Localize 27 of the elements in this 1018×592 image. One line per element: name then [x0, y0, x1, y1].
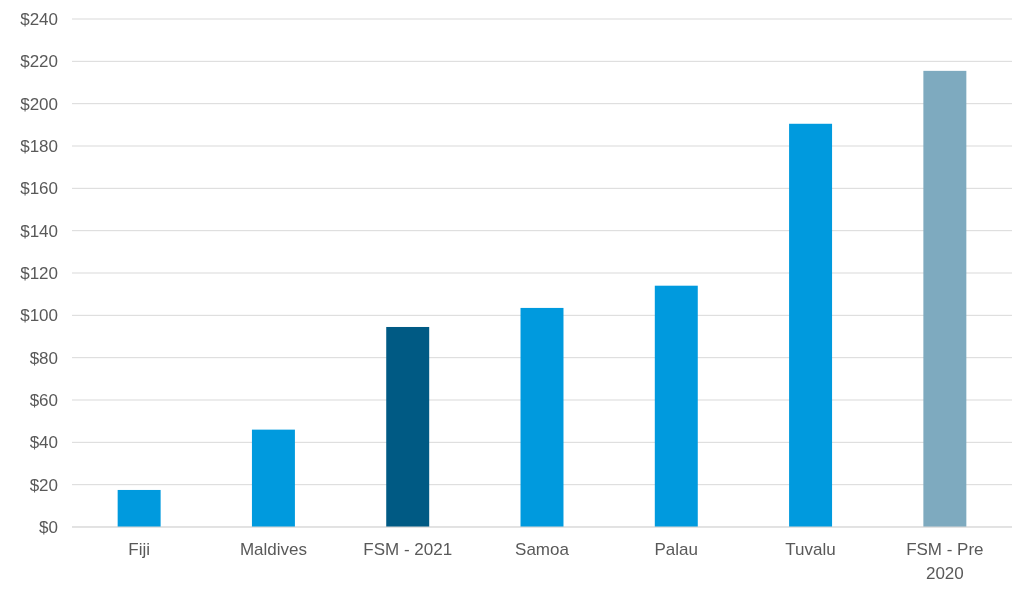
x-tick-label: Tuvalu — [785, 540, 836, 559]
x-tick-label: Samoa — [515, 540, 570, 559]
y-tick-label: $200 — [20, 94, 58, 114]
y-tick-label: $100 — [20, 306, 58, 326]
bar — [789, 123, 833, 527]
x-tick-label: FSM - Pre 2020 — [906, 540, 984, 583]
bar — [117, 489, 161, 527]
y-tick-label: $120 — [20, 263, 58, 283]
y-tick-label: $80 — [29, 348, 58, 368]
bar — [923, 70, 967, 527]
y-tick-label: $40 — [29, 433, 58, 453]
bar — [654, 285, 698, 527]
x-tick-label: FSM - 2021 — [363, 540, 453, 559]
x-tick-label: Palau — [654, 540, 699, 559]
y-tick-label: $0 — [39, 517, 58, 537]
bar — [251, 429, 295, 527]
bar — [520, 307, 564, 527]
y-tick-label: $240 — [20, 9, 58, 29]
bar — [386, 326, 430, 527]
x-tick-label: Fiji — [128, 540, 150, 559]
y-tick-label: $180 — [20, 136, 58, 156]
y-tick-label: $20 — [29, 475, 58, 495]
y-tick-label: $220 — [20, 52, 58, 72]
y-tick-label: $60 — [29, 390, 58, 410]
y-tick-label: $160 — [20, 179, 58, 199]
y-tick-label: $140 — [20, 221, 58, 241]
x-tick-label: Maldives — [239, 540, 307, 559]
